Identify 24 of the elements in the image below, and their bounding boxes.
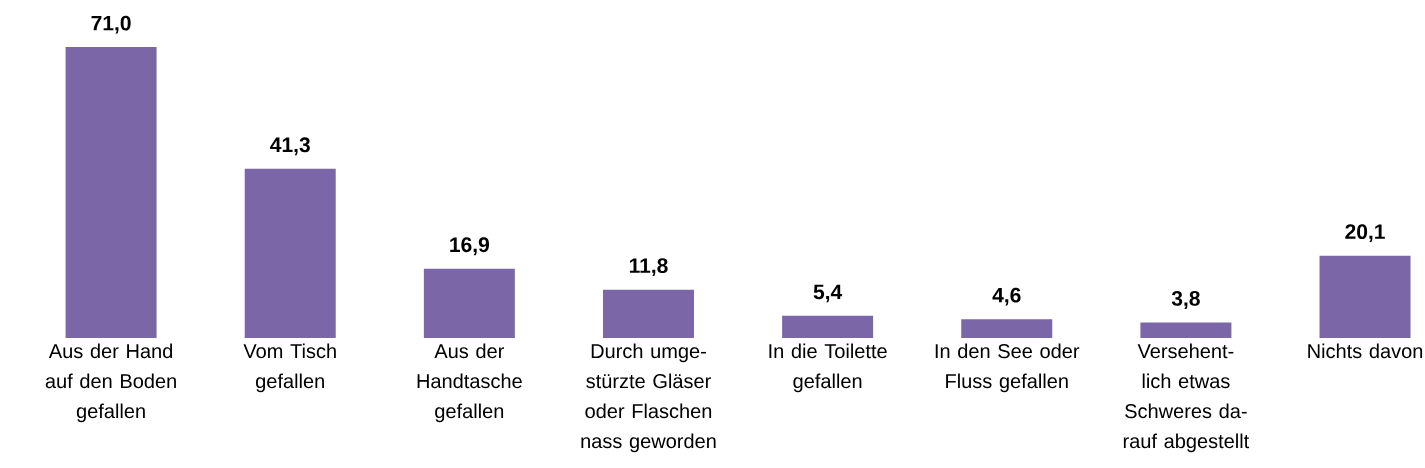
data-label: 5,4 bbox=[813, 284, 843, 303]
x-tick-label: Aus der Handtasche gefallen bbox=[417, 343, 522, 423]
x-tick-label: Vom Tisch gefallen bbox=[243, 343, 336, 393]
data-label: 20,1 bbox=[1345, 224, 1385, 243]
x-tick-label: Aus der Hand auf den Boden gefallen bbox=[45, 343, 176, 423]
x-tick-label: In die Toilette gefallen bbox=[769, 343, 887, 393]
data-label: 16,9 bbox=[450, 237, 490, 256]
data-label: 3,8 bbox=[1171, 290, 1200, 309]
x-tick-label: Versehent-lich etwas Schweres da-rauf abgestellt bbox=[1123, 343, 1250, 453]
x-tick-label: Durch umge-stürzte Gläser oder Flaschen nass geworden bbox=[581, 343, 716, 453]
data-label: 11,8 bbox=[629, 258, 668, 277]
bar bbox=[244, 168, 336, 338]
bar bbox=[423, 268, 515, 338]
x-tick-label: Nichts davon bbox=[1308, 343, 1423, 359]
bar bbox=[1319, 255, 1411, 338]
bar bbox=[961, 319, 1053, 338]
bar bbox=[65, 47, 157, 338]
bar bbox=[602, 289, 694, 338]
bar bbox=[1140, 322, 1232, 338]
data-label: 41,3 bbox=[270, 137, 310, 156]
x-tick-label: In den See oder Fluss gefallen bbox=[935, 343, 1080, 393]
bar bbox=[782, 315, 874, 338]
data-label: 71,0 bbox=[91, 15, 131, 34]
data-label: 4,6 bbox=[992, 287, 1021, 306]
